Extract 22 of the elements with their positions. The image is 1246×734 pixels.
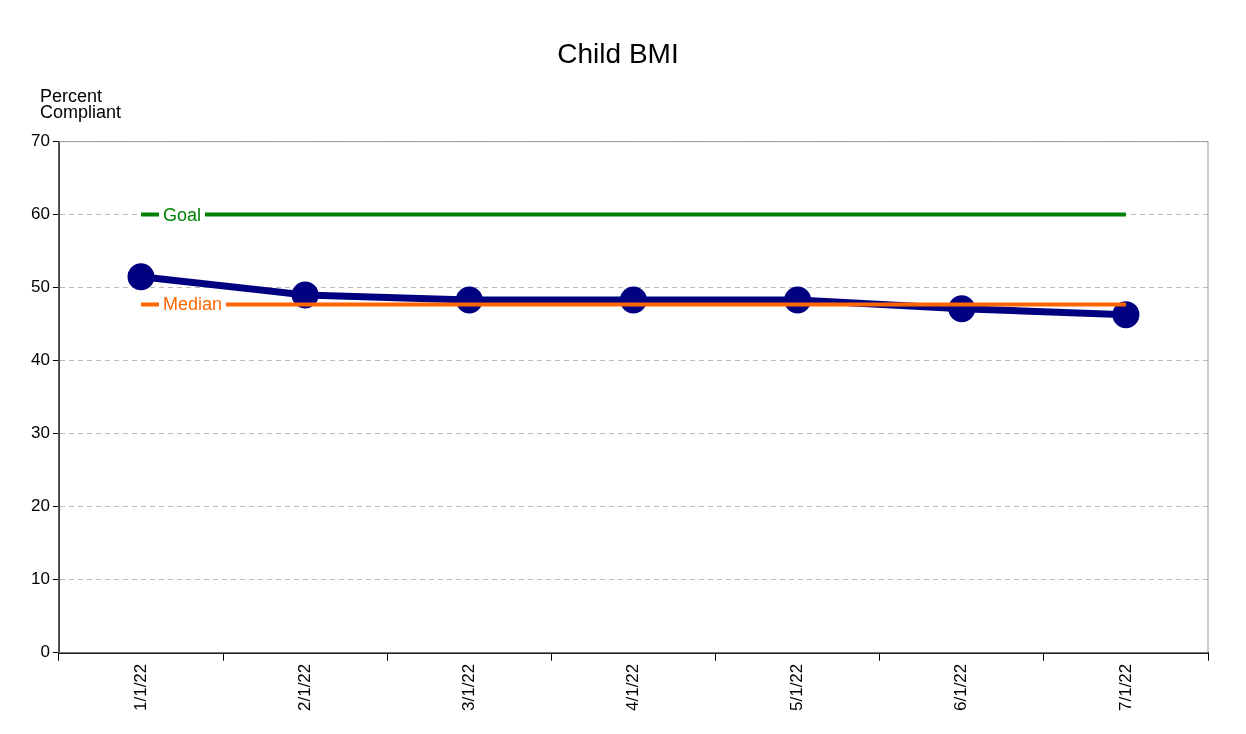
y-tick-label: 30 (30, 423, 50, 443)
y-tick-label: 10 (30, 569, 50, 589)
y-axis-title: Percent Compliant (40, 86, 123, 122)
x-tick-label: 3/1/22 (458, 663, 478, 711)
x-tick-label: 2/1/22 (294, 663, 314, 711)
series-label: Median (162, 294, 223, 315)
y-tick-label: 20 (30, 496, 50, 516)
x-tick-label: 6/1/22 (951, 663, 971, 711)
point (291, 281, 319, 309)
x-tick-label: 7/1/22 (1115, 663, 1135, 711)
series-label: Goal (162, 204, 202, 225)
x-tick-label: 4/1/22 (623, 663, 643, 711)
x-tick-label: 1/1/22 (130, 663, 150, 711)
point (1112, 301, 1140, 329)
point (127, 263, 155, 291)
y-tick-label: 60 (30, 204, 50, 224)
y-tick-label: 40 (30, 350, 50, 370)
x-tick-label: 5/1/22 (787, 663, 807, 711)
y-tick-label: 70 (30, 131, 50, 151)
chart-title: Child BMI (557, 37, 679, 69)
y-tick-label: 0 (40, 642, 50, 662)
y-tick-label: 50 (30, 277, 50, 297)
